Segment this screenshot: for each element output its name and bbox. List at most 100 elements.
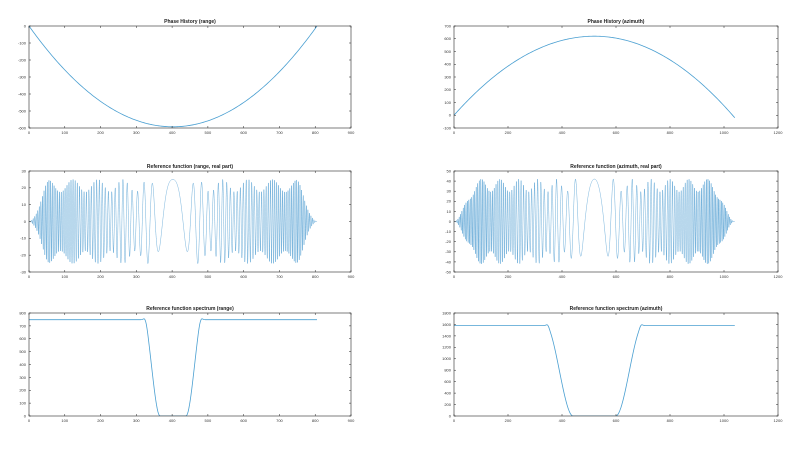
y-tick-label: -300 — [18, 74, 27, 79]
y-tick-label: 600 — [19, 336, 26, 341]
x-tick-label: 500 — [205, 130, 212, 135]
y-tick-label: 0 — [24, 23, 27, 28]
y-tick-label: -40 — [445, 259, 452, 264]
x-tick-label: 300 — [133, 418, 140, 423]
axes-box — [28, 25, 352, 129]
y-tick-label: -50 — [445, 269, 452, 274]
x-tick-label: 400 — [169, 274, 176, 279]
x-tick-label: 200 — [97, 274, 104, 279]
y-tick-label: 200 — [19, 388, 26, 393]
y-tick-label: 500 — [19, 349, 26, 354]
series-line — [454, 35, 736, 119]
x-tick-label: 800 — [667, 130, 674, 135]
series-line — [454, 178, 735, 265]
y-tick-label: 500 — [444, 49, 451, 54]
x-tick-label: 1200 — [774, 274, 784, 279]
x-tick-label: 400 — [559, 274, 566, 279]
x-tick-label: 800 — [312, 274, 319, 279]
y-tick-label: -20 — [445, 239, 452, 244]
x-tick-label: 1000 — [720, 130, 730, 135]
y-tick-label: 700 — [19, 323, 26, 328]
x-tick-label: 1200 — [774, 418, 784, 423]
x-tick-label: 800 — [312, 130, 319, 135]
x-tick-label: 1000 — [720, 274, 730, 279]
y-tick-label: -200 — [18, 57, 27, 62]
y-tick-label: 300 — [19, 375, 26, 380]
subplot-phase-azimuth: Phase History (azimuth) 0 200 400 600 800 100… — [443, 19, 783, 135]
x-tick-label: 600 — [613, 274, 620, 279]
x-tick-label: 900 — [348, 274, 355, 279]
y-tick-label: 0 — [449, 219, 452, 224]
x-tick-label: 0 — [28, 130, 31, 135]
x-tick-label: 900 — [348, 130, 355, 135]
y-tick-label: 200 — [444, 87, 451, 92]
series-line — [454, 324, 735, 416]
y-tick-label: 1200 — [442, 345, 452, 350]
subplot-title: Phase History (azimuth) — [588, 19, 645, 25]
y-tick-label: -600 — [18, 125, 27, 130]
y-tick-label: 400 — [444, 62, 451, 67]
y-tick-label: -100 — [18, 40, 27, 45]
subplot-spectrum-range: Reference function spectrum (range) 0 100… — [19, 306, 355, 423]
series-line — [29, 178, 318, 264]
x-tick-label: 100 — [61, 274, 68, 279]
x-tick-label: 200 — [97, 130, 104, 135]
x-tick-label: 200 — [505, 418, 512, 423]
series-line — [29, 26, 318, 128]
subplot-reference-azimuth: Reference function (azimuth, real part) … — [445, 164, 783, 279]
x-tick-label: 100 — [61, 418, 68, 423]
x-tick-label: 0 — [453, 274, 456, 279]
y-tick-label: 0 — [24, 219, 27, 224]
y-tick-label: 1600 — [442, 322, 452, 327]
y-tick-label: -500 — [18, 108, 27, 113]
subplot-reference-range: Reference function (range, real part) 0 1… — [20, 164, 355, 279]
subplot-phase-range: Phase History (range) 0 100 200 300 400 500 60… — [18, 19, 355, 135]
subplot-title: Reference function spectrum (azimuth) — [570, 306, 663, 312]
y-tick-label: 0 — [449, 113, 452, 118]
y-tick-label: 700 — [444, 23, 451, 28]
axes-box — [453, 312, 779, 417]
x-tick-label: 0 — [453, 418, 456, 423]
x-tick-label: 0 — [453, 130, 456, 135]
y-tick-label: 400 — [19, 362, 26, 367]
x-tick-label: 600 — [613, 418, 620, 423]
x-tick-label: 1000 — [720, 418, 730, 423]
x-tick-label: 700 — [276, 130, 283, 135]
y-tick-label: -30 — [445, 249, 452, 254]
x-tick-label: 300 — [133, 274, 140, 279]
y-tick-label: 100 — [19, 401, 26, 406]
x-tick-label: 400 — [559, 130, 566, 135]
y-tick-label: 10 — [22, 202, 27, 207]
x-tick-label: 600 — [240, 130, 247, 135]
y-tick-label: -100 — [443, 125, 452, 130]
y-tick-label: 40 — [447, 179, 452, 184]
x-tick-label: 400 — [559, 418, 566, 423]
y-tick-label: -10 — [20, 236, 27, 241]
x-tick-label: 200 — [97, 418, 104, 423]
x-tick-label: 200 — [505, 130, 512, 135]
axes-box — [453, 25, 779, 129]
x-tick-label: 600 — [613, 130, 620, 135]
x-tick-label: 200 — [505, 274, 512, 279]
y-tick-label: 10 — [447, 209, 452, 214]
x-tick-label: 700 — [276, 274, 283, 279]
y-tick-label: 300 — [444, 74, 451, 79]
y-tick-label: 600 — [444, 379, 451, 384]
y-tick-label: -30 — [20, 269, 27, 274]
x-tick-label: 800 — [312, 418, 319, 423]
series-line — [29, 318, 318, 416]
subplot-title: Phase History (range) — [164, 19, 216, 25]
y-tick-label: 20 — [22, 185, 27, 190]
y-tick-label: 800 — [444, 368, 451, 373]
x-tick-label: 700 — [276, 418, 283, 423]
x-tick-label: 900 — [348, 418, 355, 423]
y-tick-label: -10 — [445, 229, 452, 234]
y-tick-label: 0 — [449, 413, 452, 418]
y-tick-label: 1000 — [442, 356, 452, 361]
subplot-title: Reference function spectrum (range) — [146, 306, 234, 312]
x-tick-label: 100 — [61, 130, 68, 135]
y-tick-label: 400 — [444, 391, 451, 396]
y-tick-label: -20 — [20, 253, 27, 258]
y-tick-label: 30 — [447, 189, 452, 194]
